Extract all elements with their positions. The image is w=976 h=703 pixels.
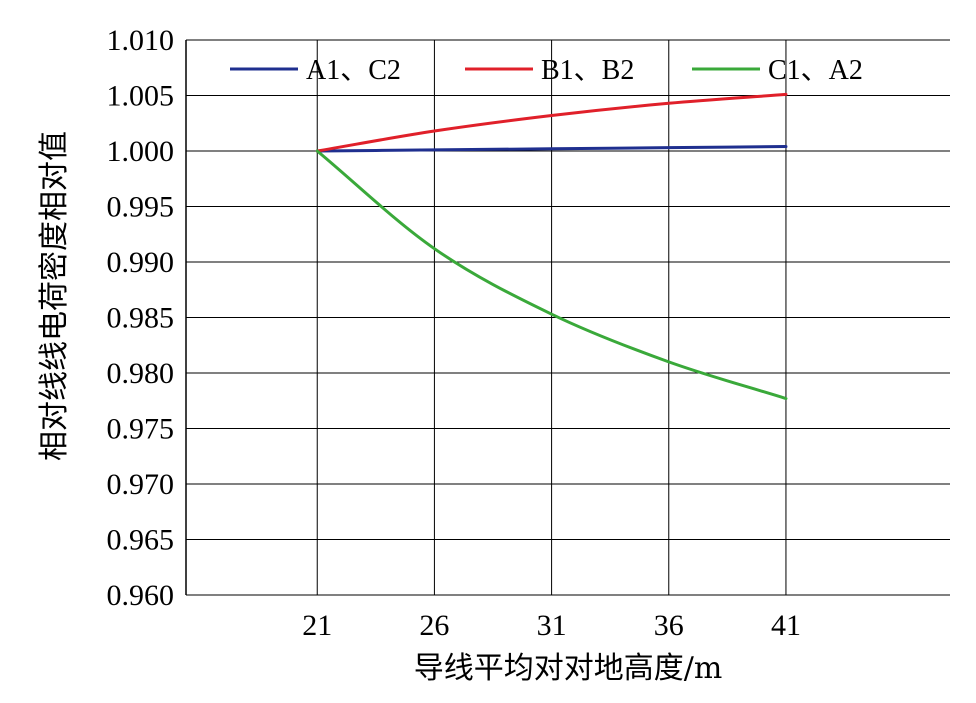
legend-label-3: C1、A2 [768,55,863,86]
x-tick-labels: 21 26 31 36 41 [302,609,801,642]
y-tick-label: 0.980 [107,357,175,390]
x-axis-title: 导线平均对对地高度/m [414,651,723,686]
x-tick-label: 41 [771,609,801,642]
y-tick-label: 0.995 [107,191,175,224]
x-tick-label: 31 [537,609,567,642]
grid-lines [186,39,950,596]
series-line-3 [315,149,788,401]
y-tick-label: 0.960 [107,579,175,612]
y-tick-label: 0.970 [107,468,175,501]
y-tick-labels: 0.960 0.965 0.970 0.975 0.980 0.985 0.990 0.995… [107,24,175,612]
legend-label-1: A1、C2 [306,55,401,86]
y-tick-label: 0.985 [107,302,175,335]
y-tick-label: 1.000 [107,135,175,168]
x-tick-label: 26 [419,609,449,642]
y-axis-title: 相对线线电荷密度相对值 [37,131,72,461]
series-lines [315,92,788,401]
y-tick-label: 0.990 [107,246,175,279]
y-tick-label: 1.010 [107,24,175,57]
y-tick-label: 0.975 [107,413,175,446]
x-tick-label: 36 [654,609,684,642]
y-tick-label: 0.965 [107,524,175,557]
legend-label-2: B1、B2 [541,55,634,86]
series-line-2 [315,92,788,153]
legend: A1、C2 B1、B2 C1、A2 [230,55,863,86]
y-tick-label: 1.005 [107,80,175,113]
series-line-1 [315,145,788,153]
x-tick-label: 21 [302,609,332,642]
